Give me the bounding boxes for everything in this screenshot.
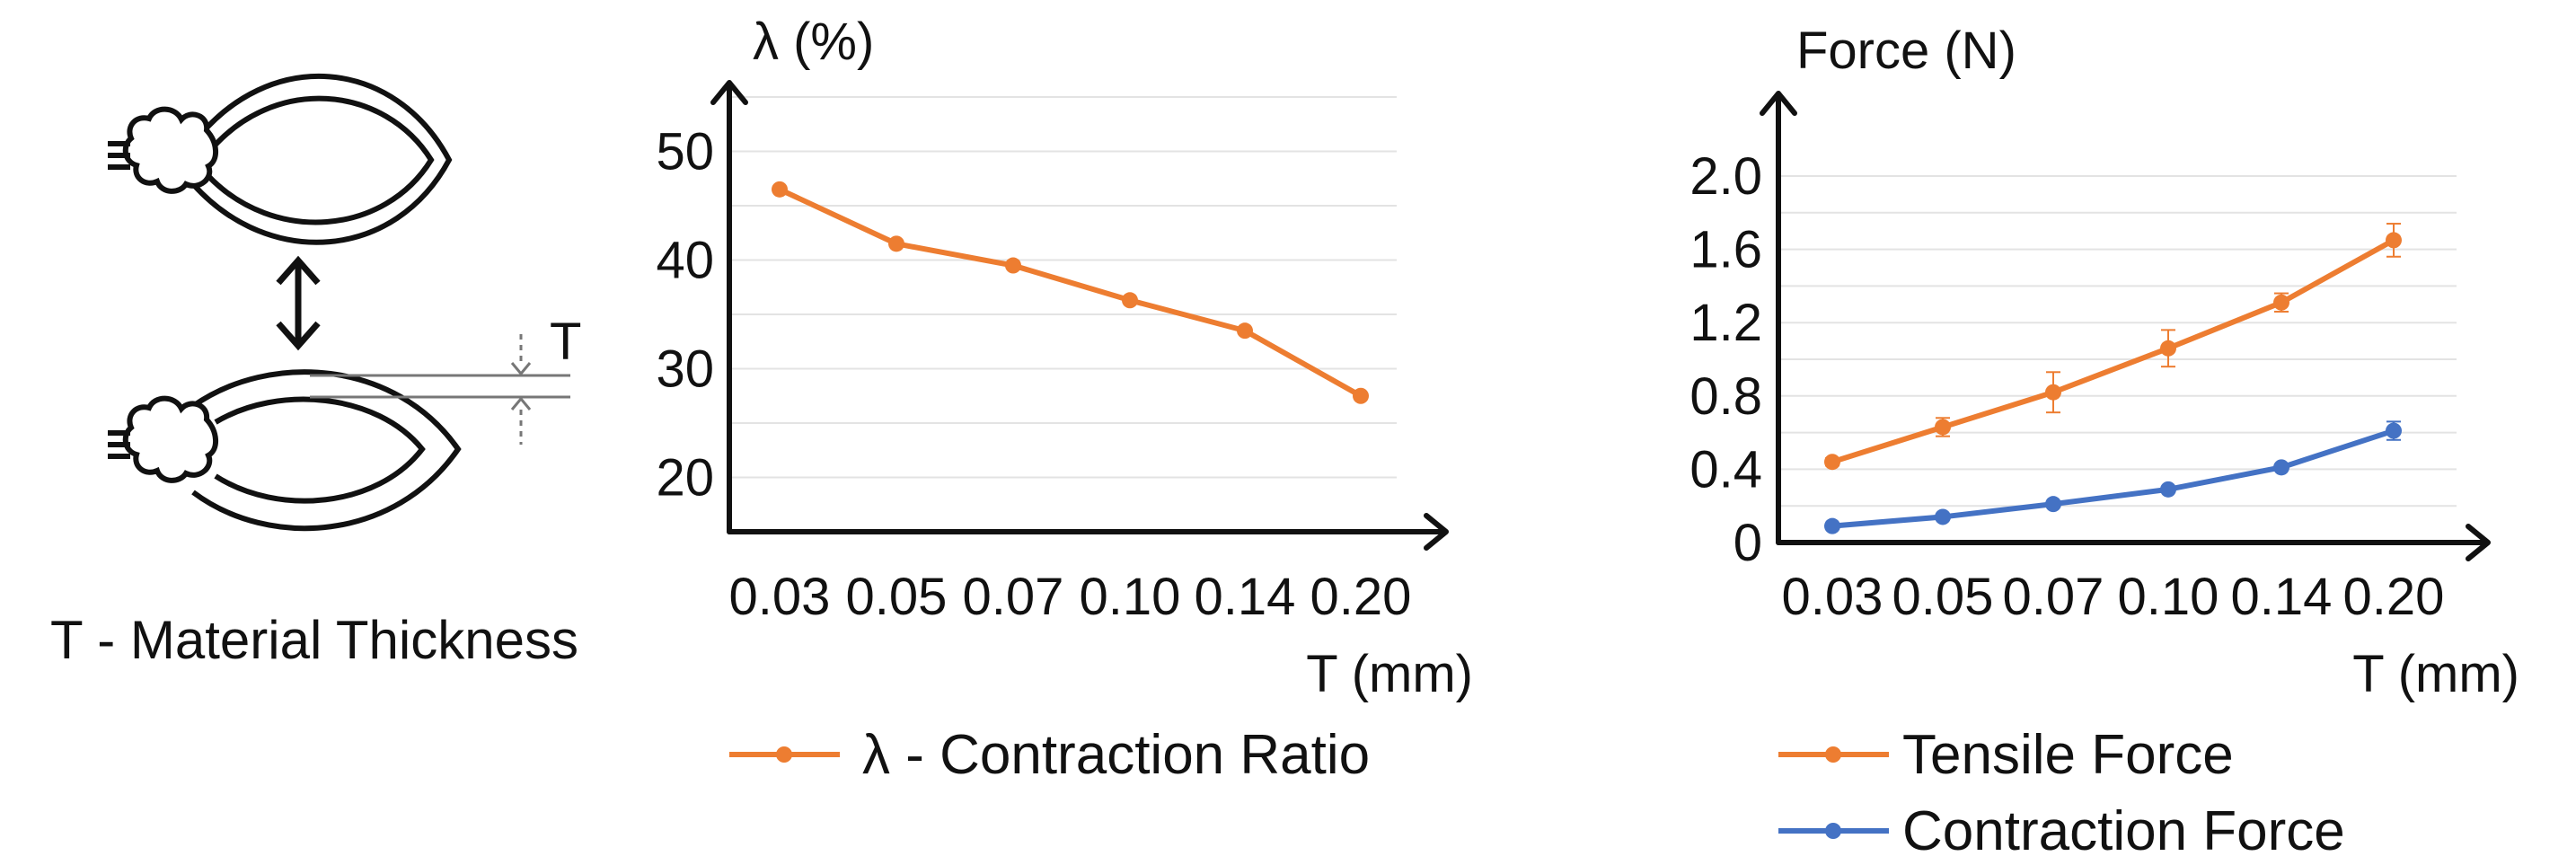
data-point [1122,292,1138,309]
x-tick-label: 0.20 [1310,568,1412,626]
data-point [2386,422,2402,439]
data-point [1353,387,1369,404]
data-point [1935,508,1951,525]
y-tick-label: 1.2 [1689,294,1762,352]
x-tick-label: 0.10 [2118,568,2219,626]
y-tick-label: 0 [1734,514,1762,572]
series-group [1824,223,2402,534]
y-axis-title: Force (N) [1796,22,2016,80]
y-tick-label: 1.6 [1689,221,1762,279]
data-point [2045,496,2061,513]
x-tick-label: 0.14 [2231,568,2333,626]
y-tick-label: 2.0 [1689,147,1762,206]
x-tick-label: 0.07 [963,568,1064,626]
y-axis-title: λ (%) [753,13,874,71]
y-tick-label: 30 [656,340,714,399]
data-point [1824,454,1840,471]
x-tick-label: 0.14 [1195,568,1296,626]
data-point [1005,257,1021,274]
x-tick-label: 0.20 [2343,568,2445,626]
legend-label-contraction-force: Contraction Force [1902,800,2345,862]
x-axis [1776,524,2491,561]
series-group [772,181,1369,404]
series-line-contraction-ratio [778,187,1363,399]
data-point [2273,459,2289,476]
gripper-thin-shell [108,73,453,245]
data-point [2045,384,2061,401]
x-tick-labels: 0.03 0.05 0.07 0.10 0.14 0.20 [729,568,1412,626]
data-point [2386,232,2402,249]
data-point [1237,322,1253,340]
x-tick-label: 0.10 [1080,568,1181,626]
x-tick-label: 0.07 [2003,568,2104,626]
y-tick-label: 20 [656,449,714,508]
x-axis-title: T (mm) [1306,645,1473,703]
x-axis-title: T (mm) [2352,645,2519,703]
thickness-symbol: T [550,313,581,371]
x-tick-label: 0.05 [1892,568,1994,626]
data-point [2160,481,2176,498]
y-tick-label: 0.8 [1689,367,1762,426]
legend-marker-tensile-force [1825,746,1841,763]
legend-marker-contraction-ratio [776,746,792,763]
series-contraction-force [1824,420,2402,534]
series-line-tensile-force [1831,237,2395,465]
x-tick-labels: 0.03 0.05 0.07 0.10 0.14 0.20 [1782,568,2445,626]
data-point [1935,419,1951,436]
hand-icon [108,106,218,194]
hand-icon [108,395,218,483]
grid [1778,175,2457,508]
legend: Tensile Force Contraction Force [1778,724,2345,862]
y-tick-labels: 0 0.4 0.8 1.2 1.6 2.0 [1689,147,1762,572]
data-point [1824,517,1840,534]
thickness-dimension: T [310,313,581,445]
data-point [772,181,788,198]
y-tick-label: 0.4 [1689,440,1762,499]
gripper-thick-shell [108,369,462,532]
data-point [888,235,904,252]
double-arrow-icon [276,255,321,351]
legend-label-tensile-force: Tensile Force [1902,724,2234,786]
legend-label-contraction-ratio: λ - Contraction Ratio [862,724,1370,786]
y-tick-labels: 20 30 40 50 [656,123,714,508]
legend: λ - Contraction Ratio [729,724,1370,786]
x-axis [727,513,1449,551]
gripper-illustration: T T - Material Thickness [50,73,581,670]
illustration-caption: T - Material Thickness [50,610,578,670]
data-point [2273,294,2289,311]
x-tick-label: 0.03 [729,568,831,626]
grid [729,96,1397,479]
y-axis [1760,91,1797,545]
y-tick-label: 40 [656,232,714,290]
force-chart: Force (N) T (mm) 00.40.81.21.62.0 0.03 0.… [1689,22,2519,862]
series-line-contraction-force [1831,428,2395,529]
data-point [2160,340,2176,357]
x-tick-label: 0.05 [846,568,948,626]
series-contraction-ratio [772,181,1369,404]
x-tick-label: 0.03 [1782,568,1883,626]
y-tick-label: 50 [656,123,714,181]
series-tensile-force [1824,223,2402,471]
legend-marker-contraction-force [1825,823,1841,839]
y-axis [710,80,748,534]
